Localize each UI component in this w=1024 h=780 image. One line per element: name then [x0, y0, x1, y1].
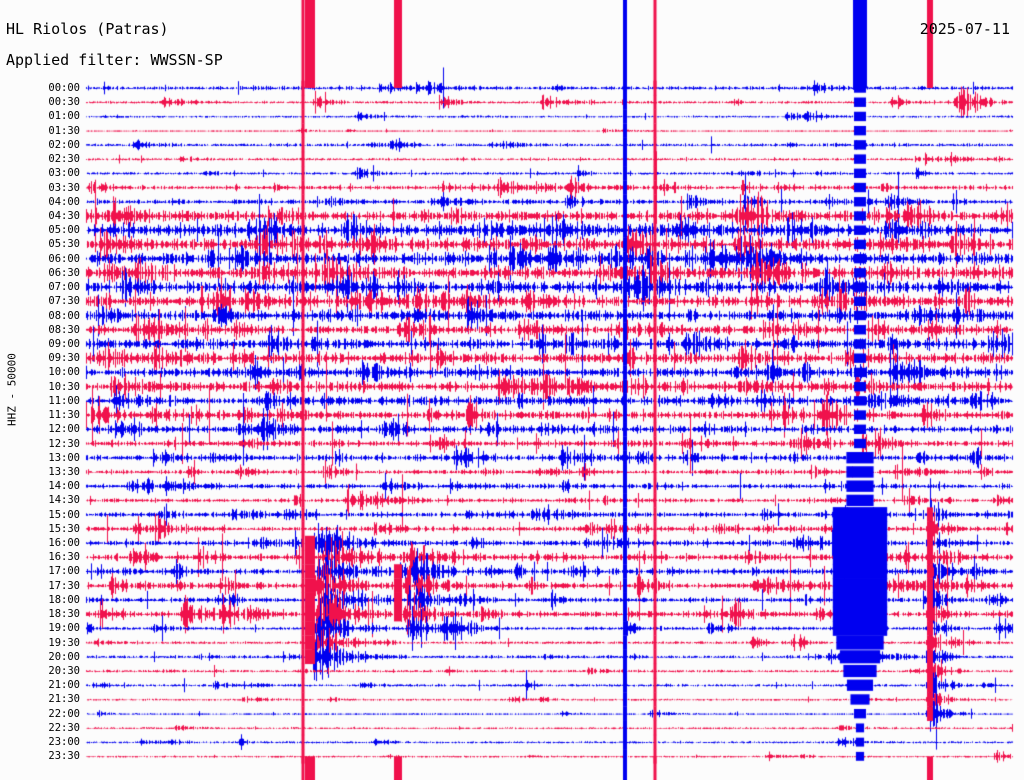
time-label: 14:30: [48, 494, 80, 507]
time-label: 04:00: [48, 195, 80, 208]
time-label: 07:00: [48, 281, 80, 294]
time-label: 18:00: [48, 593, 80, 606]
time-label: 12:00: [48, 423, 80, 436]
time-label: 09:00: [48, 337, 80, 350]
time-label: 14:00: [48, 480, 80, 493]
time-label: 19:00: [48, 622, 80, 635]
time-label: 01:30: [48, 124, 80, 137]
time-label: 17:30: [48, 579, 80, 592]
time-label: 10:30: [48, 380, 80, 393]
time-label: 20:30: [48, 665, 80, 678]
time-label: 05:30: [48, 238, 80, 251]
time-label: 16:00: [48, 537, 80, 550]
time-label: 20:00: [48, 650, 80, 663]
station-title: HL Riolos (Patras): [6, 20, 169, 38]
time-label: 07:30: [48, 295, 80, 308]
time-label: 11:00: [48, 394, 80, 407]
date-label: 2025-07-11: [919, 20, 1010, 38]
time-label: 06:00: [48, 252, 80, 265]
time-label: 06:30: [48, 266, 80, 279]
time-label: 02:00: [48, 138, 80, 151]
time-label: 16:30: [48, 551, 80, 564]
time-label: 03:00: [48, 167, 80, 180]
time-label: 21:00: [48, 679, 80, 692]
time-label: 13:30: [48, 465, 80, 478]
time-label: 13:00: [48, 451, 80, 464]
time-label: 04:30: [48, 209, 80, 222]
time-label: 12:30: [48, 437, 80, 450]
time-label: 23:00: [48, 736, 80, 749]
time-label: 03:30: [48, 181, 80, 194]
time-label: 22:00: [48, 707, 80, 720]
time-label: 23:30: [48, 750, 80, 763]
time-label: 22:30: [48, 721, 80, 734]
time-label: 10:00: [48, 366, 80, 379]
time-label: 01:00: [48, 110, 80, 123]
time-axis: 00:00 00:30 01:00 01:30 02:00 02:30 03:00 03:30…: [0, 0, 80, 780]
time-label: 18:30: [48, 608, 80, 621]
time-label: 08:00: [48, 309, 80, 322]
time-label: 21:30: [48, 693, 80, 706]
time-label: 00:00: [48, 82, 80, 94]
time-label: 11:30: [48, 409, 80, 422]
time-label: 05:00: [48, 224, 80, 237]
time-label: 15:00: [48, 508, 80, 521]
time-label: 02:30: [48, 153, 80, 166]
time-label: 19:30: [48, 636, 80, 649]
time-label: 09:30: [48, 352, 80, 365]
time-label: 17:00: [48, 565, 80, 578]
time-label: 08:30: [48, 323, 80, 336]
time-label: 00:30: [48, 96, 80, 109]
applied-filter-label: Applied filter: WWSSN-SP: [6, 51, 223, 69]
time-label: 15:30: [48, 522, 80, 535]
